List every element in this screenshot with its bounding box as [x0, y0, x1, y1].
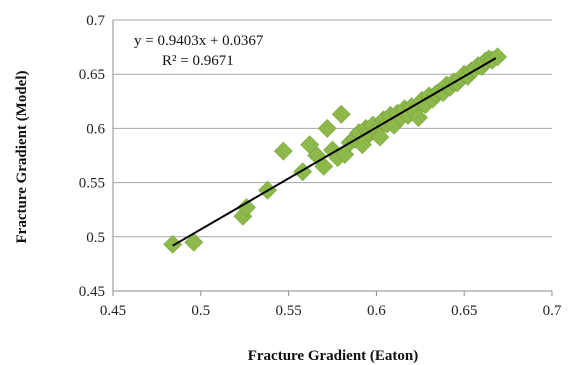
data-point [331, 104, 351, 124]
x-tick-label: 0.6 [367, 303, 386, 319]
y-tick-label: 0.6 [86, 121, 105, 137]
x-tick-label: 0.45 [100, 303, 126, 319]
x-axis-title: Fracture Gradient (Eaton) [248, 348, 419, 364]
x-tick-label: 0.65 [451, 303, 477, 319]
y-tick-label: 0.7 [86, 13, 105, 29]
y-tick-label: 0.5 [86, 230, 105, 246]
trendline-r-squared: R² = 0.9671 [162, 53, 234, 69]
x-tick-label: 0.55 [275, 303, 301, 319]
trendline [172, 57, 497, 247]
axes [112, 20, 553, 296]
x-tick-label: 0.5 [191, 303, 210, 319]
y-axis-title: Fracture Gradient (Model) [14, 70, 30, 243]
data-point [409, 108, 428, 127]
trendline-group [172, 57, 497, 247]
trendline-equation: y = 0.9403x + 0.0367 [134, 33, 264, 49]
data-point [317, 118, 337, 138]
y-tick-label: 0.65 [79, 67, 105, 83]
data-point [237, 198, 256, 217]
y-tick-label: 0.55 [79, 176, 105, 192]
y-tick-label: 0.45 [79, 284, 105, 300]
data-point [163, 234, 183, 254]
data-point [488, 47, 507, 67]
data-point [370, 127, 390, 147]
data-point [314, 156, 334, 176]
x-tick-labels: 0.45 0.5 0.55 0.6 0.65 0.7 [100, 303, 562, 319]
y-tick-labels: 0.45 0.5 0.55 0.6 0.65 0.7 [79, 13, 106, 300]
data-point [184, 232, 204, 252]
data-point [273, 141, 293, 161]
x-tick-label: 0.7 [543, 303, 562, 319]
